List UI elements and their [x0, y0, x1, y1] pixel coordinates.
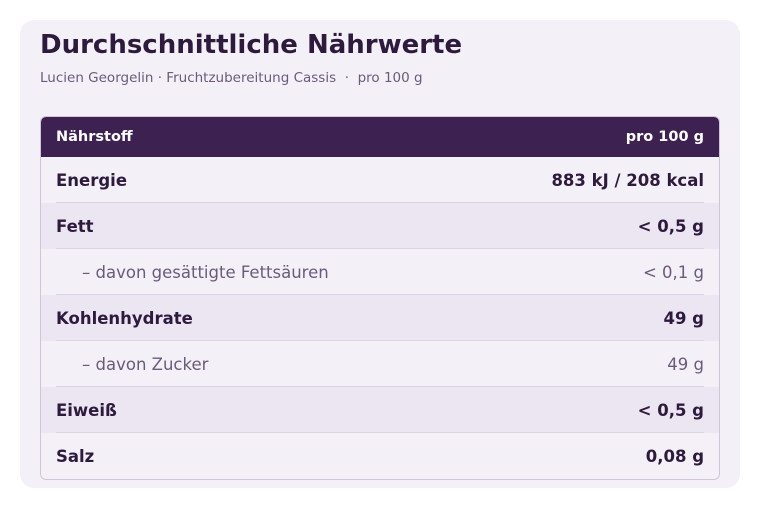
nutrient-value: 883 kJ / 208 kcal: [551, 170, 704, 190]
table-row: Energie 883 kJ / 208 kcal: [41, 157, 719, 203]
nutrient-name: – davon gesättigte Fettsäuren: [82, 262, 329, 282]
nutrient-name: Eiweiß: [56, 400, 117, 420]
table-row: Salz 0,08 g: [41, 433, 719, 479]
table-row: – davon Zucker 49 g: [41, 341, 719, 387]
column-header: Nährstoff: [56, 129, 133, 145]
nutrition-table: Nährstoff pro 100 g Energie 883 kJ / 208 …: [40, 116, 720, 480]
nutrient-value: 0,08 g: [645, 446, 704, 466]
table-row: Fett < 0,5 g: [41, 203, 719, 249]
nutrient-name: Kohlenhydrate: [56, 308, 193, 328]
table-row: – davon gesättigte Fettsäuren < 0,1 g: [41, 249, 719, 295]
title: Durchschnittliche Nährwerte: [40, 30, 463, 60]
card: Durchschnittliche Nährwerte Lucien Georg…: [20, 20, 740, 488]
nutrient-value: 49 g: [667, 354, 704, 374]
table-row: Kohlenhydrate 49 g: [41, 295, 719, 341]
header-row: Nährstoff pro 100 g: [41, 117, 719, 157]
nutrient-value: < 0,1 g: [642, 262, 704, 282]
nutrient-name: – davon Zucker: [82, 354, 209, 374]
nutrient-name: Salz: [56, 446, 95, 466]
nutrient-value: < 0,5 g: [637, 400, 704, 420]
nutrient-value: < 0,5 g: [637, 216, 704, 236]
column-header: pro 100 g: [625, 129, 704, 145]
nutrient-name: Fett: [56, 216, 94, 236]
nutrient-value: 49 g: [663, 308, 704, 328]
nutrient-name: Energie: [56, 170, 128, 190]
table-row: Eiweiß < 0,5 g: [41, 387, 719, 433]
subtitle: Lucien Georgelin · Fruchtzubereitung Cas…: [40, 70, 423, 86]
